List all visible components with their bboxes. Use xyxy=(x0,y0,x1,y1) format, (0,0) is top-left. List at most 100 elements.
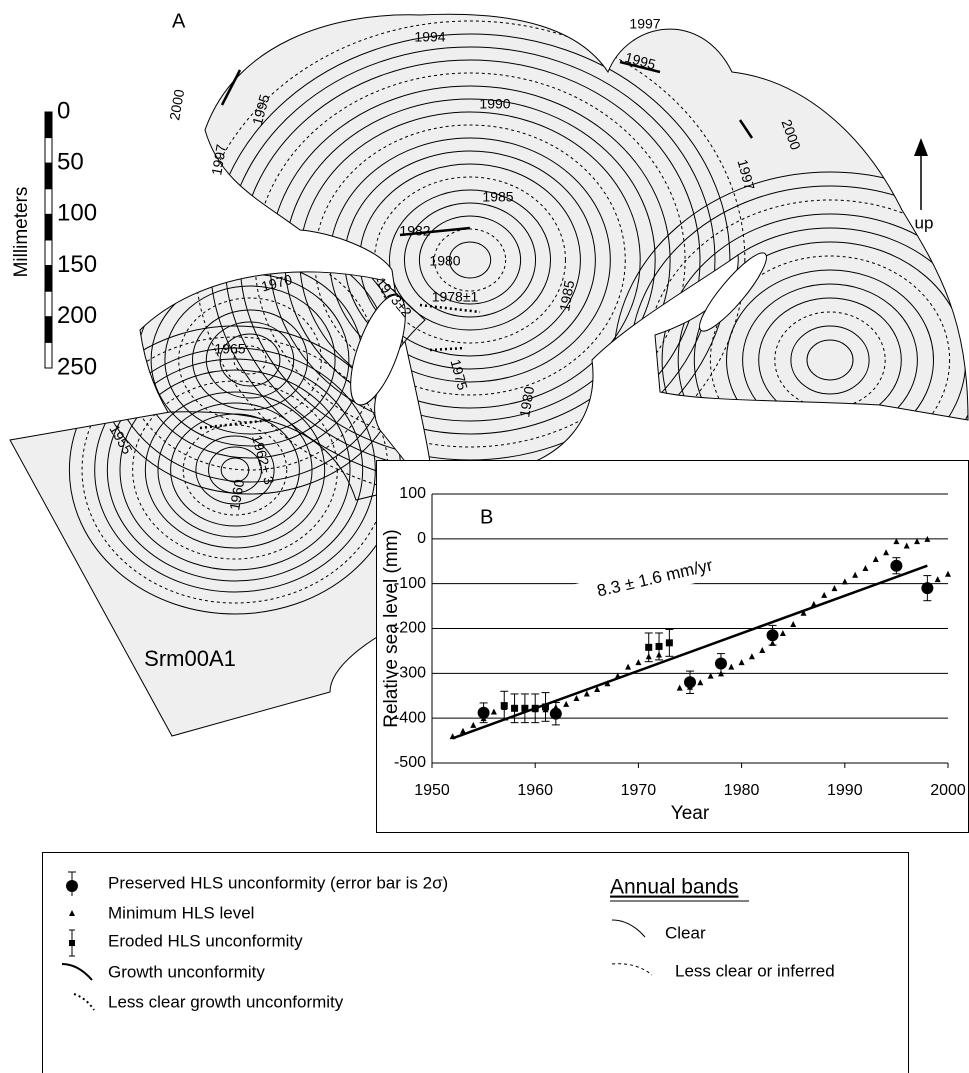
point xyxy=(614,672,621,679)
point xyxy=(449,733,456,740)
growth-band xyxy=(774,311,886,409)
growth-band xyxy=(157,402,313,538)
point xyxy=(883,549,890,556)
point xyxy=(552,703,559,710)
year-label: 1990 xyxy=(479,96,510,112)
point xyxy=(914,538,921,545)
point xyxy=(500,702,508,710)
up-arrow-head xyxy=(914,138,928,156)
legend-text: Less clear or inferred xyxy=(675,961,835,980)
growth-unconformity xyxy=(399,226,471,237)
point xyxy=(852,571,859,578)
legend-icon xyxy=(611,919,646,938)
growth-band xyxy=(132,380,338,560)
growth-unconformity xyxy=(619,60,661,74)
point xyxy=(490,708,497,715)
year-label: 1997 xyxy=(629,16,660,32)
point xyxy=(738,659,745,666)
legend-text: Minimum HLS level xyxy=(108,903,254,922)
panel-a-label: A xyxy=(172,10,186,32)
growth-band xyxy=(144,391,326,549)
scale-segment xyxy=(44,265,53,292)
point xyxy=(477,706,490,719)
scale-label: 0 xyxy=(57,97,70,124)
point xyxy=(728,663,735,670)
point xyxy=(604,680,611,687)
x-tick-label: 1990 xyxy=(827,782,863,799)
x-tick-label: 1970 xyxy=(621,782,657,799)
year-label: 1978±1 xyxy=(432,289,479,305)
y-tick-label: 0 xyxy=(417,530,426,547)
panel-b-frame xyxy=(376,460,969,833)
point xyxy=(697,679,704,686)
year-label: 1965 xyxy=(214,341,245,357)
y-tick-label: -500 xyxy=(394,754,426,771)
growth-unconformity xyxy=(738,119,754,139)
year-label: 1982 xyxy=(399,223,430,239)
growth-band xyxy=(164,285,336,435)
year-label: 1980 xyxy=(516,385,537,419)
scale-segment xyxy=(44,162,53,190)
point xyxy=(831,585,838,592)
point xyxy=(549,707,562,720)
year-label: 2000 xyxy=(166,88,187,122)
point xyxy=(924,535,931,542)
x-axis-title: Year xyxy=(671,803,710,824)
point xyxy=(779,629,786,636)
legend-icon xyxy=(611,963,653,976)
point xyxy=(790,621,797,628)
legend-text: Growth unconformity xyxy=(108,962,265,981)
legend-text: Preserved HLS unconformity (error bar is… xyxy=(108,873,448,892)
year-label: 1960 xyxy=(226,478,247,512)
point xyxy=(470,721,477,728)
x-tick-label: 2000 xyxy=(930,782,966,799)
legend-title: Annual bands xyxy=(610,876,738,899)
point xyxy=(480,715,487,722)
point xyxy=(521,704,529,712)
point xyxy=(583,690,590,697)
point xyxy=(665,639,673,647)
growth-band xyxy=(233,345,267,375)
point xyxy=(893,538,900,545)
legend-text: Clear xyxy=(665,923,706,942)
legend-icon xyxy=(69,910,75,916)
growth-band xyxy=(220,457,250,483)
year-label: 1975 xyxy=(447,358,471,392)
growth-band xyxy=(94,347,376,593)
growth-unconformity xyxy=(220,69,242,106)
point xyxy=(934,576,941,583)
point xyxy=(759,647,766,654)
y-tick-label: -200 xyxy=(394,620,426,637)
point xyxy=(800,609,807,616)
point xyxy=(707,672,714,679)
scale-label: 100 xyxy=(57,200,97,227)
growth-band xyxy=(374,176,566,344)
growth-unconformity xyxy=(199,418,271,430)
point xyxy=(625,663,632,670)
point xyxy=(542,703,550,711)
x-tick-label: 1980 xyxy=(724,782,760,799)
y-tick-label: -100 xyxy=(394,575,426,592)
point xyxy=(531,704,539,712)
up-label: up xyxy=(915,213,934,232)
legend-icon xyxy=(61,963,93,981)
scale-segment xyxy=(44,137,53,164)
growth-band xyxy=(403,202,537,318)
growth-band xyxy=(170,413,300,527)
legend-icon xyxy=(69,940,75,946)
growth-unconformity xyxy=(429,346,466,352)
year-label: 1995 xyxy=(249,92,273,126)
growth-band xyxy=(119,369,351,571)
point xyxy=(573,694,580,701)
point xyxy=(676,684,683,691)
year-label: 1985 xyxy=(482,189,513,205)
point xyxy=(945,570,951,577)
scale-title: Millimeters xyxy=(11,187,32,278)
y-tick-label: 100 xyxy=(399,485,426,502)
growth-unconformity xyxy=(419,303,481,314)
scale-label: 50 xyxy=(57,149,84,176)
point xyxy=(841,578,848,585)
point xyxy=(511,704,519,712)
panel-b-label: B xyxy=(480,506,493,528)
